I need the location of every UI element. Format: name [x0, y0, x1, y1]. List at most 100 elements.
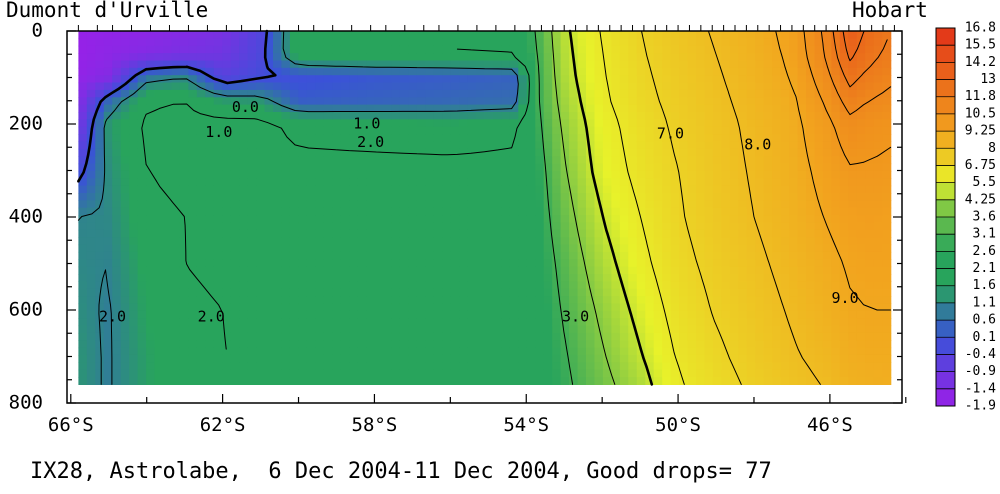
- heatmap-cell: [848, 75, 858, 84]
- heatmap-cell: [399, 266, 409, 275]
- heatmap-cell: [332, 303, 342, 312]
- heatmap-cell: [535, 347, 545, 356]
- heatmap-cell: [594, 170, 604, 179]
- heatmap-cell: [442, 266, 452, 275]
- x-tick-label: 50°S: [655, 414, 701, 436]
- heatmap-cell: [442, 229, 452, 238]
- heatmap-cell: [712, 281, 722, 290]
- heatmap-cell: [746, 215, 756, 224]
- heatmap-cell: [696, 266, 706, 275]
- heatmap-cell: [619, 310, 629, 319]
- heatmap-cell: [831, 185, 841, 194]
- heatmap-cell: [196, 237, 206, 246]
- heatmap-cell: [772, 362, 782, 371]
- heatmap-cell: [729, 244, 739, 253]
- heatmap-cell: [120, 170, 130, 179]
- heatmap-cell: [645, 259, 655, 268]
- heatmap-cell: [797, 303, 807, 312]
- heatmap-cell: [196, 185, 206, 194]
- heatmap-cell: [247, 318, 257, 327]
- heatmap-cell: [340, 347, 350, 356]
- heatmap-cell: [366, 75, 376, 84]
- heatmap-cell: [619, 303, 629, 312]
- heatmap-cell: [86, 259, 96, 268]
- heatmap-cell: [86, 347, 96, 356]
- heatmap-cell: [493, 82, 503, 91]
- heatmap-cell: [163, 229, 173, 238]
- heatmap-cell: [712, 288, 722, 297]
- heatmap-cell: [78, 185, 88, 194]
- heatmap-cell: [712, 222, 722, 231]
- heatmap-cell: [645, 141, 655, 150]
- heatmap-cell: [230, 310, 240, 319]
- heatmap-cell: [129, 237, 139, 246]
- heatmap-cell: [357, 318, 367, 327]
- heatmap-cell: [306, 53, 316, 62]
- heatmap-cell: [543, 119, 553, 128]
- heatmap-cell: [129, 362, 139, 371]
- heatmap-cell: [882, 82, 892, 91]
- heatmap-cell: [120, 53, 130, 62]
- heatmap-cell: [789, 163, 799, 172]
- heatmap-cell: [264, 281, 274, 290]
- heatmap-cell: [839, 325, 849, 334]
- heatmap-cell: [687, 369, 697, 378]
- heatmap-cell: [780, 82, 790, 91]
- heatmap-cell: [772, 178, 782, 187]
- heatmap-cell: [543, 75, 553, 84]
- heatmap-cell: [374, 126, 384, 135]
- heatmap-cell: [340, 332, 350, 341]
- heatmap-cell: [839, 82, 849, 91]
- heatmap-cell: [602, 251, 612, 260]
- contour-line: [141, 48, 530, 350]
- heatmap-cell: [721, 45, 731, 54]
- heatmap-cell: [509, 347, 519, 356]
- heatmap-cell: [146, 318, 156, 327]
- heatmap-cell: [873, 170, 883, 179]
- heatmap-cell: [433, 244, 443, 253]
- heatmap-cell: [459, 354, 469, 363]
- colorbar-label: 16.8: [965, 21, 996, 36]
- heatmap-cell: [476, 134, 486, 143]
- heatmap-cell: [222, 156, 232, 165]
- heatmap-cell: [797, 193, 807, 201]
- heatmap-cell: [433, 170, 443, 179]
- heatmap-cell: [442, 347, 452, 356]
- heatmap-cell: [408, 45, 418, 54]
- heatmap-cell: [230, 89, 240, 98]
- heatmap-cell: [239, 354, 249, 363]
- heatmap-cell: [611, 266, 621, 275]
- heatmap-cell: [188, 340, 198, 349]
- heatmap-cell: [374, 369, 384, 378]
- heatmap-cell: [222, 347, 232, 356]
- heatmap-cell: [273, 244, 283, 253]
- heatmap-cell: [662, 134, 672, 143]
- heatmap-cell: [755, 325, 765, 334]
- heatmap-cell: [518, 104, 528, 113]
- heatmap-cell: [459, 60, 469, 69]
- heatmap-cell: [230, 318, 240, 327]
- heatmap-cell: [493, 97, 503, 106]
- heatmap-cell: [738, 281, 748, 290]
- heatmap-cell: [230, 104, 240, 113]
- heatmap-cell: [543, 97, 553, 106]
- heatmap-cell: [467, 178, 477, 187]
- heatmap-cell: [374, 244, 384, 253]
- heatmap-cell: [171, 141, 181, 150]
- heatmap-cell: [163, 354, 173, 363]
- heatmap-cell: [636, 369, 646, 378]
- contour-line: [707, 30, 821, 385]
- heatmap-cell: [484, 215, 494, 224]
- heatmap-cell: [806, 104, 816, 113]
- heatmap-cell: [789, 75, 799, 84]
- heatmap-cell: [586, 266, 596, 275]
- heatmap-cell: [171, 60, 181, 69]
- heatmap-cell: [619, 281, 629, 290]
- heatmap-cell: [188, 259, 198, 268]
- heatmap-cell: [729, 148, 739, 157]
- heatmap-cell: [171, 53, 181, 62]
- heatmap-cell: [865, 207, 875, 216]
- heatmap-cell: [416, 347, 426, 356]
- heatmap-cell: [526, 325, 536, 334]
